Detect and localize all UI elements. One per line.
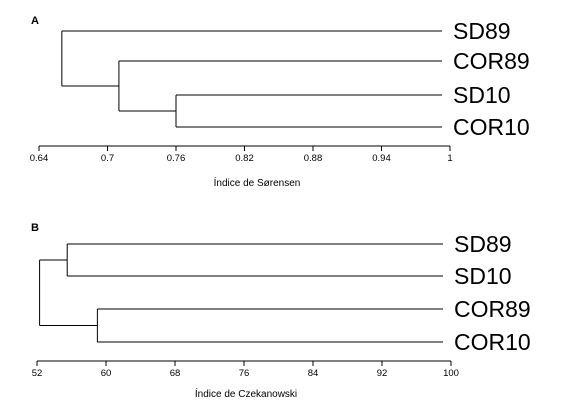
panel-a-tick-label: 0.82 (235, 153, 254, 164)
leaf-label-sd89: SD89 (454, 231, 512, 257)
panel-a-tick-label: 0.76 (167, 153, 186, 164)
leaf-label-cor89: COR89 (454, 296, 531, 322)
panel-a-tick-label: 0.88 (304, 153, 323, 164)
panel-a: A SD89 COR89 SD10 COR10 0.64 0.7 0.76 (30, 15, 530, 189)
panel-a-x-axis: 0.64 0.7 0.76 0.82 0.88 0.94 1 Índice de… (30, 145, 453, 189)
panel-a-branches (61, 30, 442, 128)
panel-a-tick-label: 1 (447, 153, 452, 164)
panel-b-tick-labels: 52 60 68 76 84 92 100 (32, 368, 459, 379)
panel-b-x-axis: 52 60 68 76 84 92 100 Índice de Czekanow… (32, 360, 459, 400)
panel-a-tick-labels: 0.64 0.7 0.76 0.82 0.88 0.94 1 (30, 153, 453, 164)
leaf-label-sd10: SD10 (454, 263, 512, 289)
panel-b-tick-label: 60 (101, 368, 112, 379)
panel-b-tick-label: 52 (32, 368, 43, 379)
panel-b-ticks (36, 361, 452, 366)
panel-a-axis-title: Índice de Sørensen (214, 176, 301, 189)
panel-a-label: A (31, 15, 39, 27)
panel-b-leaf-labels: SD89 SD10 COR89 COR10 (454, 231, 531, 355)
panel-a-tick-label: 0.94 (372, 153, 391, 164)
panel-b-tick-label: 68 (170, 368, 181, 379)
panel-b-label: B (31, 222, 39, 234)
panel-b-tick-label: 100 (443, 368, 459, 379)
panel-b-axis-title: Índice de Czekanowski (195, 387, 297, 400)
leaf-label-cor10: COR10 (453, 114, 530, 140)
panel-b-tick-label: 92 (377, 368, 388, 379)
panel-b-branches (39, 243, 443, 343)
panel-b-tick-label: 76 (239, 368, 250, 379)
panel-a-tick-label: 0.7 (101, 153, 114, 164)
panel-b-tick-label: 84 (308, 368, 319, 379)
panel-b: B SD89 SD10 COR89 COR10 52 60 68 (31, 222, 531, 400)
panel-a-leaf-labels: SD89 COR89 SD10 COR10 (453, 18, 530, 140)
leaf-label-sd89: SD89 (453, 18, 511, 44)
panel-a-ticks (38, 146, 451, 151)
leaf-label-cor89: COR89 (453, 48, 530, 74)
leaf-label-cor10: COR10 (454, 329, 531, 355)
panel-a-tick-label: 0.64 (30, 153, 49, 164)
leaf-label-sd10: SD10 (453, 82, 511, 108)
